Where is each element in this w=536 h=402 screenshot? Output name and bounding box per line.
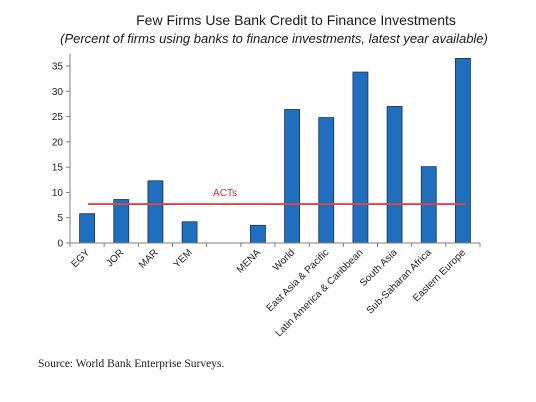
- x-category-label: JOR: [104, 247, 126, 269]
- x-category-label: World: [271, 247, 297, 273]
- bar: [79, 213, 95, 244]
- y-tick-label: 10: [52, 188, 64, 199]
- bar: [250, 224, 266, 244]
- bar: [318, 117, 335, 244]
- y-tick-label: 25: [52, 112, 64, 123]
- y-tick-label: 30: [52, 87, 64, 98]
- y-tick-label: 5: [57, 213, 63, 224]
- bar: [113, 199, 130, 244]
- bar: [455, 58, 471, 244]
- y-axis: 0 5 10 15 20 25 30 35: [52, 54, 71, 250]
- x-category-label: East Asia & Pacific: [265, 247, 332, 314]
- bar: [284, 109, 300, 244]
- chart-title: Few Firms Use Bank Credit to Finance Inv…: [136, 12, 456, 28]
- chart-subtitle: (Percent of firms using banks to finance…: [60, 31, 488, 46]
- bar: [181, 221, 198, 244]
- y-tick-label: 20: [52, 137, 64, 148]
- y-tick-label: 15: [52, 163, 64, 174]
- x-category-label: YEM: [172, 247, 195, 270]
- reference-line-group: ACTs: [88, 188, 466, 205]
- y-tick-label: 0: [57, 239, 63, 250]
- reference-line-label: ACTs: [213, 188, 237, 199]
- y-tick-label: 35: [52, 62, 64, 73]
- x-category-label: EGY: [69, 247, 92, 270]
- bars: [79, 58, 471, 244]
- x-category-label: MAR: [137, 247, 161, 271]
- bar: [352, 71, 369, 244]
- bar: [147, 180, 164, 244]
- bar: [386, 106, 403, 244]
- x-category-label: MENA: [235, 247, 263, 275]
- source-note: Source: World Bank Enterprise Surveys.: [38, 358, 224, 370]
- x-category-label: Sub-Saharan Africa: [365, 247, 434, 316]
